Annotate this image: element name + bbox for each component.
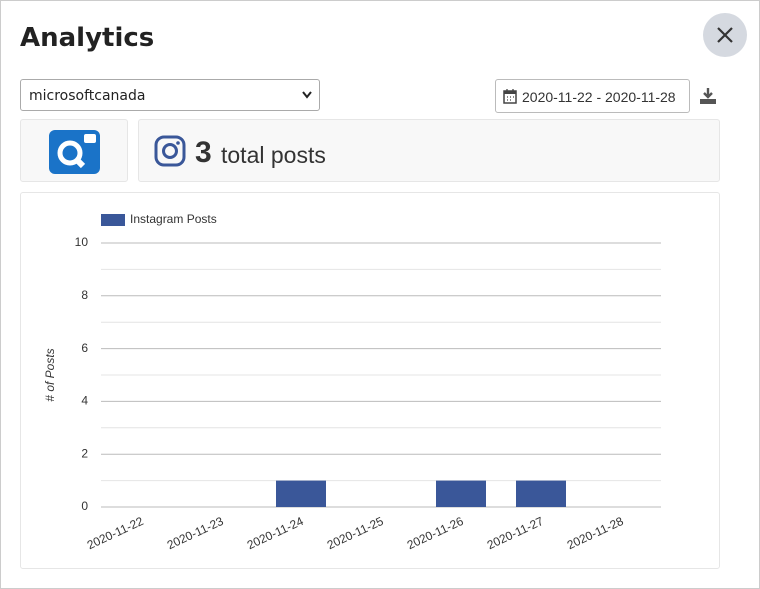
chevron — [302, 91, 312, 99]
x-tick-label: 2020-11-26 — [405, 514, 466, 552]
bar — [516, 480, 566, 507]
instagram-icon — [154, 135, 186, 167]
calendar-icon — [503, 89, 517, 104]
bar — [276, 480, 326, 507]
account-select[interactable]: microsoftcanada — [20, 79, 320, 111]
y-tick-label: 6 — [81, 341, 88, 355]
x-tick-label: 2020-11-24 — [245, 514, 306, 552]
account-value: microsoftcanada — [29, 88, 146, 104]
x-tick-label: 2020-11-22 — [85, 514, 146, 552]
legend-swatch — [101, 214, 125, 226]
download-icon[interactable] — [699, 87, 717, 105]
x-tick-label: 2020-11-23 — [165, 514, 226, 552]
date-range-value: 2020-11-22 - 2020-11-28 — [522, 89, 676, 105]
y-tick-label: 2 — [81, 446, 88, 460]
y-tick-label: 4 — [81, 394, 88, 408]
date-range-input[interactable]: 2020-11-22 - 2020-11-28 — [495, 79, 690, 113]
x-tick-label: 2020-11-25 — [325, 514, 386, 552]
y-tick-label: 10 — [75, 235, 89, 249]
total-label: total posts — [221, 142, 326, 168]
bar — [436, 480, 486, 507]
y-axis-label: # of Posts — [43, 348, 57, 401]
y-tick-label: 0 — [81, 499, 88, 513]
x-tick-label: 2020-11-27 — [485, 514, 546, 552]
summary-card — [138, 119, 720, 182]
total-count: 3 — [195, 136, 212, 169]
logo-card — [20, 119, 128, 182]
y-tick-label: 8 — [81, 288, 88, 302]
camera-logo — [49, 130, 100, 174]
x-tick-label: 2020-11-28 — [565, 514, 626, 552]
chart-card — [20, 192, 720, 569]
close-button[interactable] — [703, 13, 747, 57]
legend-label: Instagram Posts — [130, 212, 217, 226]
title: Analytics — [20, 23, 155, 53]
